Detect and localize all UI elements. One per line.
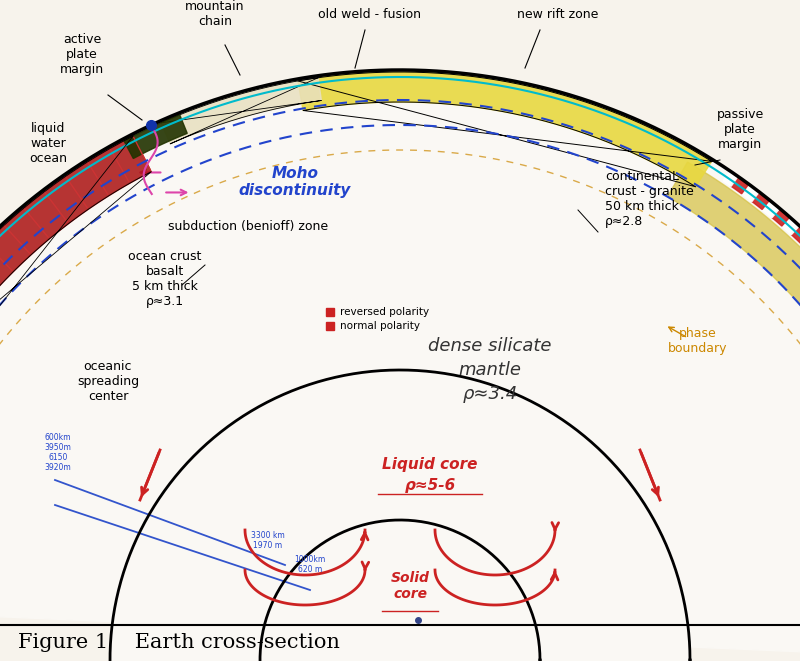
Text: new rift zone: new rift zone (518, 8, 598, 21)
Polygon shape (731, 177, 748, 194)
Polygon shape (723, 172, 738, 186)
Text: 600km
3950m: 600km 3950m (45, 432, 71, 452)
Polygon shape (772, 210, 789, 226)
Text: active
plate
margin: active plate margin (60, 33, 104, 76)
Polygon shape (752, 193, 769, 210)
Text: Solid
core: Solid core (390, 571, 430, 601)
Text: liquid
water
ocean: liquid water ocean (29, 122, 67, 165)
Text: mountain
chain: mountain chain (186, 0, 245, 28)
Polygon shape (0, 70, 800, 660)
Text: subduction (benioff) zone: subduction (benioff) zone (168, 220, 328, 233)
Text: ocean crust
basalt
5 km thick
ρ≈3.1: ocean crust basalt 5 km thick ρ≈3.1 (128, 250, 202, 308)
Text: old weld - fusion: old weld - fusion (318, 8, 422, 21)
Text: 3300 km
1970 m: 3300 km 1970 m (251, 531, 285, 550)
Text: passive
plate
margin: passive plate margin (716, 108, 764, 151)
Polygon shape (742, 185, 758, 202)
Polygon shape (161, 78, 322, 144)
Text: 1000km
620 m: 1000km 620 m (294, 555, 326, 574)
Text: oceanic
spreading
center: oceanic spreading center (77, 360, 139, 403)
Text: continentaL
crust - granite
50 km thick
ρ≈2.8: continentaL crust - granite 50 km thick … (605, 170, 694, 228)
Text: Moho
discontinuity: Moho discontinuity (239, 166, 351, 198)
Text: Figure 1    Earth cross-section: Figure 1 Earth cross-section (18, 633, 340, 652)
Polygon shape (124, 115, 187, 159)
Polygon shape (667, 162, 800, 377)
Text: reversed polarity: reversed polarity (340, 307, 429, 317)
Polygon shape (260, 520, 540, 661)
Polygon shape (298, 72, 711, 187)
Polygon shape (110, 370, 690, 661)
Polygon shape (782, 218, 799, 235)
Polygon shape (762, 201, 779, 217)
Text: Liquid core
ρ≈5-6: Liquid core ρ≈5-6 (382, 457, 478, 493)
Text: dense silicate
mantle
ρ≈3.4: dense silicate mantle ρ≈3.4 (428, 337, 552, 403)
Polygon shape (791, 227, 800, 243)
Text: normal polarity: normal polarity (340, 321, 420, 331)
Polygon shape (0, 136, 151, 428)
Text: phase
boundary: phase boundary (668, 327, 728, 355)
Text: 6150
3920m: 6150 3920m (45, 453, 71, 472)
